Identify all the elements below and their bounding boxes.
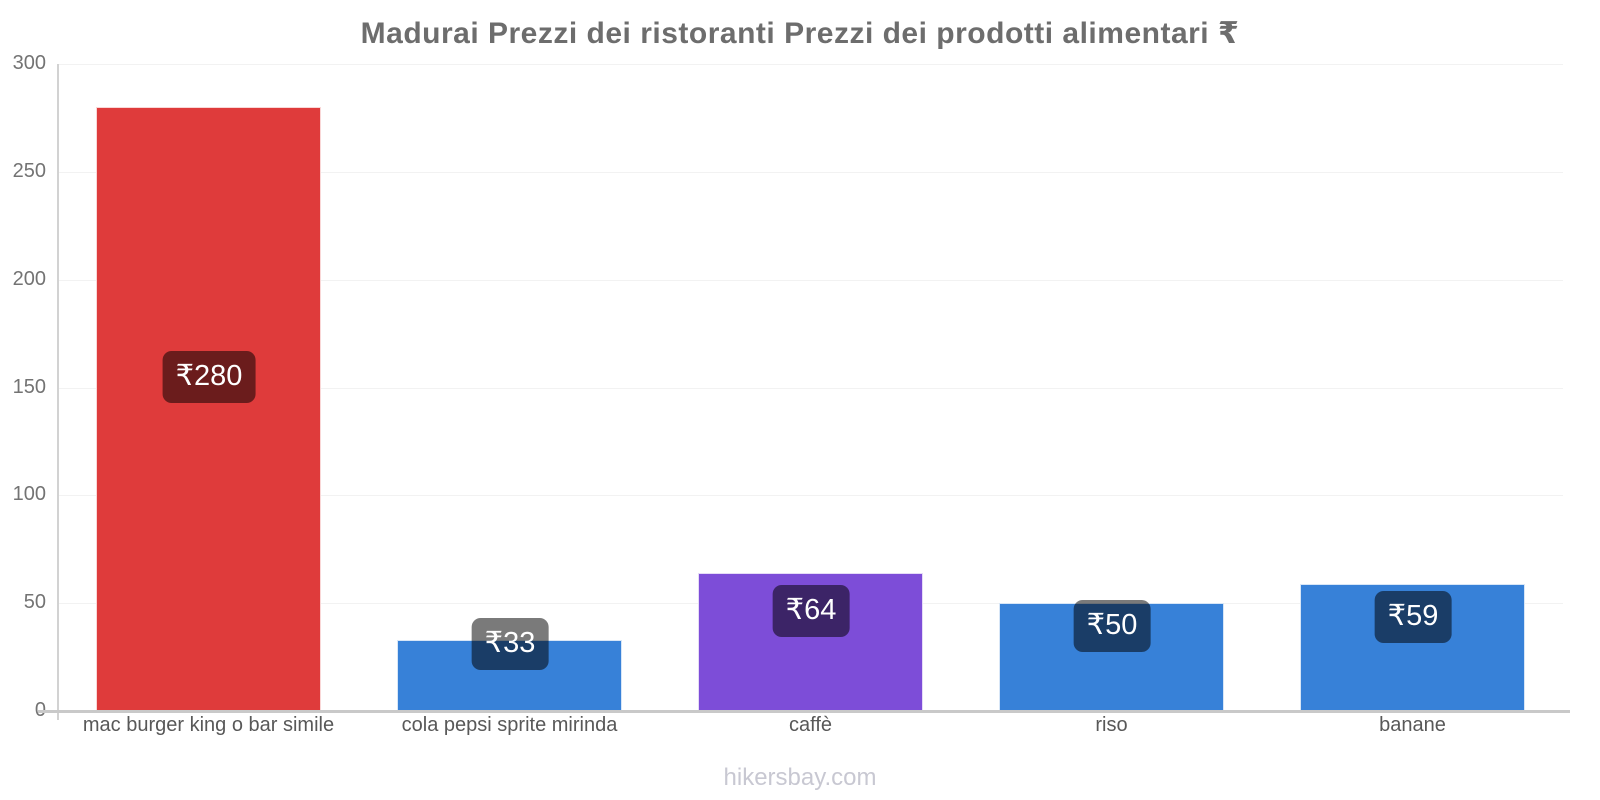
gridline	[58, 495, 1563, 496]
bar-1[interactable]	[96, 107, 321, 711]
x-axis-line	[38, 710, 1570, 713]
value-badge: ₹64	[772, 585, 850, 637]
y-tick-label: 250	[12, 160, 46, 182]
y-tick-label: 50	[23, 591, 46, 613]
x-axis-label: caffè	[789, 714, 832, 736]
gridline	[58, 388, 1563, 389]
value-badge: ₹59	[1374, 591, 1452, 643]
x-axis-label: banane	[1379, 714, 1446, 736]
x-axis-label: riso	[1095, 714, 1128, 736]
value-badge: ₹280	[162, 351, 256, 403]
value-badge: ₹33	[471, 618, 549, 670]
gridline	[58, 172, 1563, 173]
y-tick-label: 200	[12, 268, 46, 290]
gridline	[58, 64, 1563, 65]
y-tick-label: 150	[12, 376, 46, 398]
gridline	[58, 280, 1563, 281]
value-badge: ₹50	[1073, 600, 1151, 652]
x-axis-label: mac burger king o bar simile	[82, 714, 335, 736]
x-axis-label: cola pepsi sprite mirinda	[401, 714, 618, 736]
y-tick-label: 100	[12, 483, 46, 505]
chart-title: Madurai Prezzi dei ristoranti Prezzi dei…	[360, 17, 1240, 50]
watermark: hikersbay.com	[723, 764, 877, 791]
y-axis-line	[57, 64, 59, 720]
y-tick-label: 300	[12, 52, 46, 74]
